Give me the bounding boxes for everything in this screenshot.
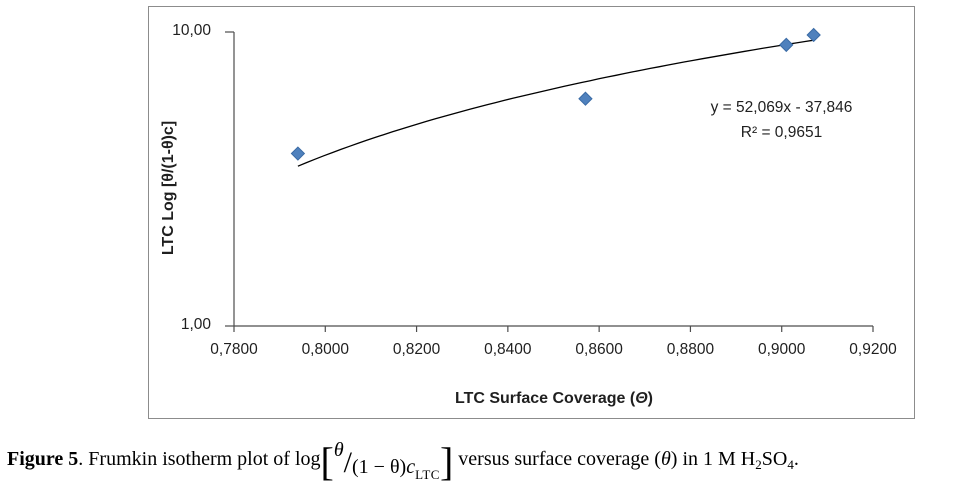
caption-subscript-4: 4	[787, 457, 794, 472]
y-tick-label: 10,00	[172, 22, 211, 39]
formula-numerator: θ	[333, 439, 344, 461]
x-tick-label: 0,8600	[575, 341, 623, 358]
data-point-marker	[290, 146, 306, 161]
x-tick-label: 0,7800	[210, 341, 258, 358]
y-axis-title: LTC Log [θ/(1-θ)c]	[160, 120, 177, 256]
formula-close-bracket: ]	[439, 439, 454, 481]
caption-outro-2: ) in 1 M H	[670, 448, 756, 470]
formula-denominator-variable: c	[406, 456, 416, 478]
x-tick-label: 0,8000	[301, 341, 349, 358]
caption-period: .	[793, 448, 799, 470]
caption-subscript-2: 2	[755, 457, 762, 472]
trendline-annotation: y = 52,069x - 37,846 R² = 0,9651	[649, 95, 914, 145]
x-tick-label: 0,8800	[666, 341, 715, 358]
x-axis-title-theta: Θ	[635, 390, 648, 407]
caption-so: SO	[761, 448, 788, 470]
x-tick-label: 0,8400	[484, 341, 532, 358]
data-point-marker	[806, 27, 821, 43]
chart-frame: 0,7800 0,8000 0,8200 0,8400 0,8600 0,8800 0,90…	[148, 6, 915, 419]
formula-denominator-subscript: LTC	[415, 467, 440, 481]
figure-label: Figure 5	[7, 448, 79, 470]
y-tick-label: 1,00	[180, 316, 211, 333]
figure-caption: Figure 5. Frumkin isotherm plot of log[θ…	[7, 426, 955, 481]
caption-intro: . Frumkin isotherm plot of log	[78, 448, 321, 470]
x-axis-title-close: )	[647, 390, 653, 407]
caption-outro: versus surface coverage (	[453, 448, 661, 470]
formula-slash: /	[343, 446, 353, 479]
plot-canvas	[225, 27, 874, 332]
data-point-marker	[578, 91, 593, 106]
data-point-marker	[779, 37, 794, 53]
trendline-equation: y = 52,069x - 37,846	[710, 99, 853, 116]
caption-theta: θ	[660, 448, 671, 470]
x-axis-title-text: LTC Surface Coverage (	[455, 390, 636, 407]
x-axis-title: LTC Surface Coverage (Θ)	[354, 390, 754, 408]
formula-open-bracket: [	[320, 439, 334, 481]
r-squared-value: R² = 0,9651	[740, 124, 823, 141]
x-tick-label: 0,9200	[849, 341, 897, 358]
x-tick-label: 0,9000	[757, 341, 806, 358]
formula-denominator: (1 − θ)	[352, 456, 407, 478]
trendline-curve	[297, 39, 814, 167]
x-tick-label: 0,8200	[392, 341, 441, 358]
